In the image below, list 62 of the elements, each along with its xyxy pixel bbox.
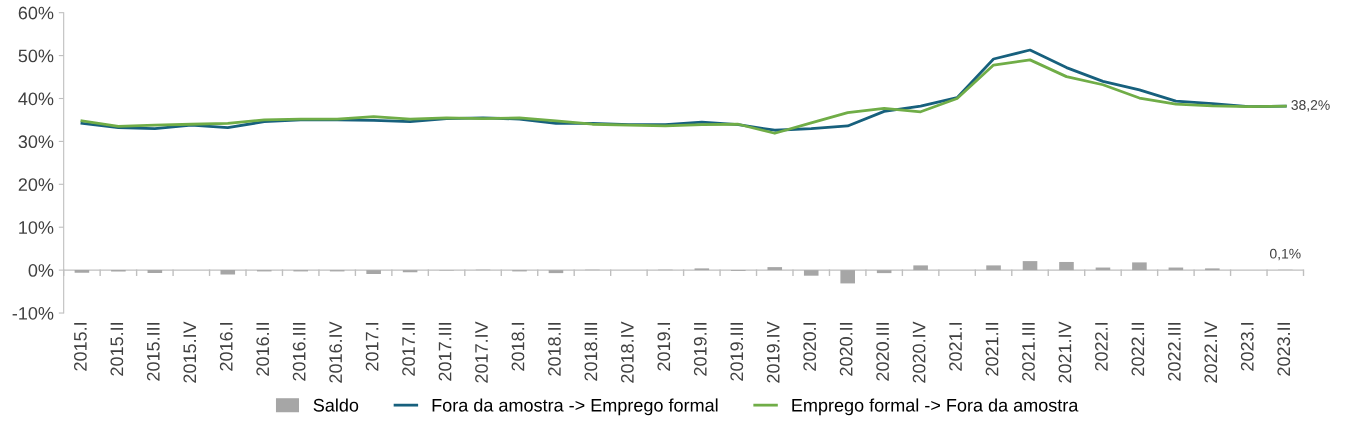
legend-label: Saldo bbox=[313, 398, 359, 412]
x-tick-label: 2021.I bbox=[949, 323, 962, 371]
y-tick-label: 40% bbox=[18, 92, 54, 106]
bar bbox=[840, 270, 855, 284]
x-tick-label: 2023.I bbox=[1240, 323, 1254, 371]
bar bbox=[913, 265, 928, 271]
data-label: 38,2% bbox=[1291, 100, 1330, 112]
x-tick-label: 2023.II bbox=[1277, 323, 1291, 376]
x-tick-label: 2018.I bbox=[511, 323, 525, 371]
x-tick-label: 2017.IV bbox=[475, 321, 488, 383]
x-tick-label: 2015.IV bbox=[183, 321, 197, 383]
bar bbox=[402, 270, 418, 273]
x-tick-label: 2018.III bbox=[584, 323, 598, 381]
y-tick-label: 0% bbox=[28, 264, 54, 277]
y-tick-label: 20% bbox=[18, 178, 54, 192]
x-tick-label: 2015.I bbox=[73, 323, 87, 371]
x-tick-label: 2017.II bbox=[402, 323, 415, 376]
bar bbox=[366, 270, 381, 274]
y-tick-label: 10% bbox=[19, 221, 54, 234]
x-tick-label: 2015.III bbox=[146, 323, 160, 381]
bar bbox=[74, 270, 90, 273]
x-tick-label: 2017.I bbox=[365, 323, 379, 371]
x-tick-label: 2021.III bbox=[1022, 323, 1035, 381]
bar bbox=[876, 270, 892, 274]
bar bbox=[1059, 261, 1074, 271]
y-tick-label: 50% bbox=[18, 49, 54, 63]
x-tick-label: 2020.II bbox=[839, 323, 853, 376]
x-tick-label: 2022.I bbox=[1095, 323, 1108, 371]
data-label: 0,1% bbox=[1269, 248, 1301, 261]
x-tick-label: 2021.IV bbox=[1058, 321, 1072, 383]
x-tick-label: 2015.II bbox=[110, 323, 124, 376]
x-tick-label: 2021.II bbox=[985, 323, 999, 376]
x-tick-label: 2022.IV bbox=[1204, 321, 1218, 383]
x-tick-label: 2020.III bbox=[876, 323, 889, 381]
x-tick-label: 2020.IV bbox=[912, 321, 926, 383]
x-tick-label: 2016.III bbox=[292, 323, 306, 381]
x-tick-label: 2020.I bbox=[803, 323, 817, 371]
x-tick-label: 2019.IV bbox=[766, 321, 780, 383]
bar bbox=[220, 270, 236, 275]
x-tick-label: 2016.II bbox=[256, 323, 270, 376]
bar bbox=[1022, 261, 1038, 271]
bar bbox=[767, 267, 783, 271]
x-tick-label: 2018.IV bbox=[620, 321, 634, 383]
x-tick-label: 2019.I bbox=[657, 323, 671, 371]
x-tick-label: 2022.III bbox=[1167, 323, 1181, 381]
x-tick-label: 2018.II bbox=[548, 323, 561, 376]
x-tick-label: 2017.III bbox=[438, 323, 452, 381]
legend-label: Fora da amostra -> Emprego formal bbox=[432, 398, 718, 416]
bar bbox=[986, 265, 1001, 271]
x-tick-label: 2022.II bbox=[1131, 323, 1145, 376]
x-tick-label: 2016.I bbox=[219, 323, 233, 371]
bar bbox=[147, 270, 163, 274]
y-tick-label: 60% bbox=[18, 6, 54, 20]
x-tick-label: 2019.II bbox=[693, 323, 707, 376]
y-tick-label: -10% bbox=[12, 306, 54, 320]
y-tick-label: 30% bbox=[18, 135, 54, 149]
bar bbox=[1132, 262, 1147, 271]
bar bbox=[803, 270, 819, 276]
x-tick-label: 2019.III bbox=[730, 323, 744, 381]
legend-label: Emprego formal -> Fora da amostra bbox=[792, 398, 1079, 416]
x-tick-label: 2016.IV bbox=[329, 321, 343, 383]
bar bbox=[548, 270, 564, 274]
